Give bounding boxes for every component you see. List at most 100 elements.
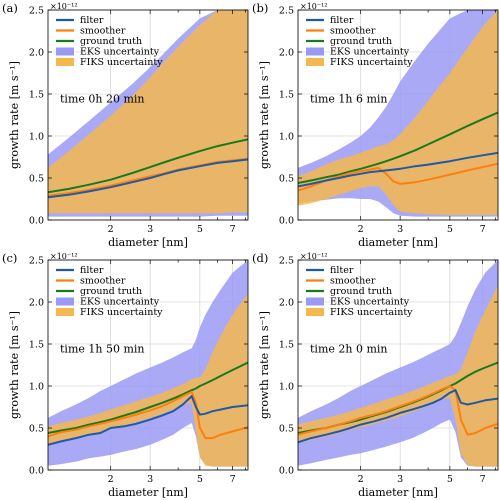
x-tick-label: 3 [397, 474, 403, 485]
y-tick-label: 0.5 [279, 174, 294, 185]
y-tick-label: 2.5 [29, 256, 44, 267]
ground-truth-line [298, 111, 498, 184]
legend-label: ground truth [80, 286, 142, 297]
x-tick-label: 7 [230, 224, 236, 235]
x-tick-label: 5 [197, 474, 203, 485]
y-tick-label: 1.0 [29, 132, 44, 143]
y-tick-label: 1.0 [279, 382, 294, 393]
legend-swatch [56, 47, 74, 56]
y-axis-label: growth rate [m s⁻¹] [8, 311, 21, 419]
fiks-uncertainty-band [48, 10, 248, 214]
filter-line [48, 158, 248, 199]
y-axis-label: growth rate [m s⁻¹] [258, 61, 271, 169]
y-axis-label: growth rate [m s⁻¹] [8, 61, 21, 169]
time-annotation: time 1h 6 min [310, 92, 387, 105]
x-tick-label: 7 [480, 224, 486, 235]
legend-label: FIKS uncertainty [330, 57, 413, 68]
fiks-uncertainty-band [298, 10, 498, 215]
y-tick-label: 1.5 [29, 90, 44, 101]
y-tick-label: 1.5 [29, 340, 44, 351]
x-tick-label: 3 [147, 474, 153, 485]
time-annotation: time 0h 20 min [60, 92, 144, 105]
x-tick-label: 5 [197, 224, 203, 235]
x-tick-label: 2 [108, 474, 114, 485]
legend-label: FIKS uncertainty [80, 57, 163, 68]
x-tick-label: 3 [147, 224, 153, 235]
y-tick-label: 2.5 [279, 256, 294, 267]
exponent-label: ×10⁻¹² [50, 2, 78, 11]
axes-frame [297, 9, 499, 221]
x-tick-label: 7 [480, 474, 486, 485]
legend-label: smoother [80, 26, 126, 37]
ground-truth-line [48, 361, 248, 434]
x-tick-label: 5 [447, 224, 453, 235]
legend-swatch [56, 297, 74, 306]
y-tick-label: 0.0 [29, 216, 44, 227]
legend-label: filter [330, 15, 354, 26]
legend-label: FIKS uncertainty [330, 307, 413, 318]
legend-swatch [56, 308, 74, 316]
y-tick-label: 1.0 [279, 132, 294, 143]
legend-label: smoother [80, 276, 126, 287]
x-axis-label: diameter [nm] [358, 486, 438, 499]
panel-label: (d) [252, 251, 268, 265]
exponent-label: ×10⁻¹² [300, 2, 328, 11]
time-annotation: time 1h 50 min [60, 342, 144, 355]
y-tick-label: 0.5 [279, 424, 294, 435]
filter-line [298, 389, 498, 444]
smoother-line [298, 162, 498, 192]
y-tick-label: 2.0 [29, 48, 44, 59]
legend-swatch [56, 58, 74, 66]
x-tick-label: 2 [108, 224, 114, 235]
legend-label: EKS uncertainty [330, 47, 410, 58]
legend-label: EKS uncertainty [330, 297, 410, 308]
x-tick-label: 2 [358, 474, 364, 485]
legend-label: FIKS uncertainty [80, 307, 163, 318]
legend-label: filter [80, 265, 104, 276]
y-tick-label: 2.0 [279, 298, 294, 309]
y-tick-label: 0.0 [29, 466, 44, 477]
y-tick-label: 0.5 [29, 174, 44, 185]
panel-label: (c) [2, 251, 17, 265]
y-tick-label: 1.0 [29, 382, 44, 393]
legend-label: filter [80, 15, 104, 26]
legend-swatch [306, 308, 324, 316]
panel-b: 2 3 5 7 0.0 0.5 1.0 1.5 2.0 2.5 diameter [nm] growt… [252, 1, 499, 249]
y-tick-label: 2.0 [279, 48, 294, 59]
legend-swatch [306, 58, 324, 66]
panel-label: (b) [252, 1, 268, 15]
y-tick-label: 1.5 [279, 340, 294, 351]
legend-swatch [306, 297, 324, 306]
exponent-label: ×10⁻¹² [300, 252, 328, 261]
time-annotation: time 2h 0 min [310, 342, 387, 355]
legend-label: smoother [330, 26, 376, 37]
exponent-label: ×10⁻¹² [50, 252, 78, 261]
y-axis-label: growth rate [m s⁻¹] [258, 311, 271, 419]
y-tick-label: 2.5 [29, 6, 44, 17]
filter-line [48, 395, 248, 446]
legend-swatch [306, 47, 324, 56]
x-axis-label: diameter [nm] [108, 236, 188, 249]
x-tick-label: 3 [397, 224, 403, 235]
x-tick-label: 2 [358, 224, 364, 235]
panel-a: 2 3 5 7 0.0 0.5 1.0 1.5 2.0 2.5 diameter [nm] growt… [2, 1, 249, 249]
legend-label: ground truth [330, 286, 392, 297]
smoother-line [298, 385, 498, 436]
y-tick-label: 0.5 [29, 424, 44, 435]
legend-label: ground truth [330, 36, 392, 47]
y-tick-label: 0.0 [279, 216, 294, 227]
x-axis-label: diameter [nm] [358, 236, 438, 249]
y-tick-label: 0.0 [279, 466, 294, 477]
y-tick-label: 2.0 [29, 298, 44, 309]
filter-line [298, 151, 498, 188]
x-axis-label: diameter [nm] [108, 486, 188, 499]
panel-label: (a) [2, 1, 18, 15]
axes-frame [47, 9, 249, 221]
ground-truth-line [48, 138, 248, 194]
y-tick-label: 1.5 [279, 90, 294, 101]
legend-label: filter [330, 265, 354, 276]
smoother-line [48, 390, 248, 440]
legend-label: EKS uncertainty [80, 297, 160, 308]
